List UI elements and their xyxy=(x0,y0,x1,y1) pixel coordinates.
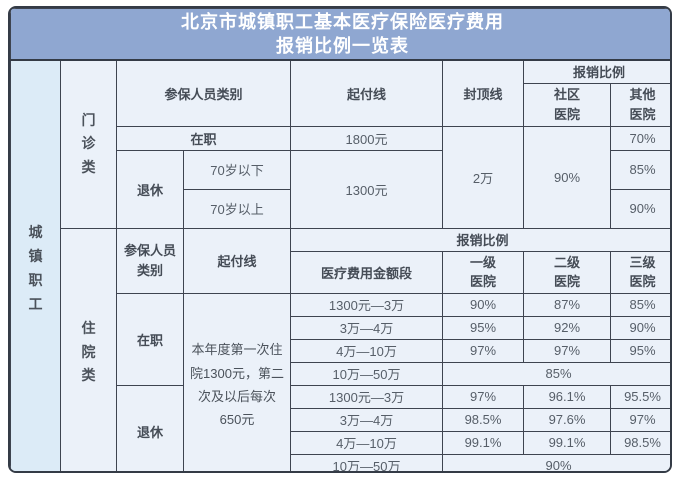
inpatient-active-band-1-tier1-pct: 90% xyxy=(442,292,524,317)
inpatient-active-band-3-tier2-pct: 97% xyxy=(523,338,611,363)
inpatient-active-band-2-tier2-pct: 92% xyxy=(523,315,611,340)
title-line-1: 北京市城镇职工基本医疗保险医疗费用 xyxy=(181,12,504,32)
outpatient-retired-deductible: 1300元 xyxy=(290,149,443,229)
group-label-urban-employees: 城 镇 职 工 xyxy=(10,59,61,471)
inpatient-active-label: 在职 xyxy=(116,292,184,386)
inpatient-section-label: 住 院 类 xyxy=(60,227,117,471)
inpatient-header-ratio-group: 报销比例 xyxy=(290,227,670,252)
inpatient-retired-band-2: 3万—4万 xyxy=(290,407,443,432)
inpatient-retired-band-3-tier2-pct: 99.1% xyxy=(523,430,611,455)
inpatient-header-expense-band: 医疗费用金额段 xyxy=(290,250,443,294)
inpatient-header-insured-type: 参保人员 类别 xyxy=(116,227,184,294)
inpatient-header-tier2-hospital: 二级 医院 xyxy=(523,250,611,294)
inpatient-active-band-3-tier1-pct: 97% xyxy=(442,338,524,363)
inpatient-deductible-note: 本年度第一次住院1300元，第二次及以后每次650元 xyxy=(183,292,291,471)
reimbursement-table: 北京市城镇职工基本医疗保险医疗费用 报销比例一览表 城 镇 职 工 门 诊 类 … xyxy=(10,8,670,471)
inpatient-active-band-2: 3万—4万 xyxy=(290,315,443,340)
outpatient-header-community-hospital: 社区 医院 xyxy=(523,82,611,127)
inpatient-retired-band-2-tier2-pct: 97.6% xyxy=(523,407,611,432)
inpatient-retired-band-2-tier3-pct: 97% xyxy=(610,407,670,432)
inpatient-retired-label: 退休 xyxy=(116,384,184,471)
title-line-2: 报销比例一览表 xyxy=(276,36,409,56)
outpatient-header-ratio-group: 报销比例 xyxy=(523,59,670,84)
inpatient-retired-band-1-tier1-pct: 97% xyxy=(442,384,524,409)
outpatient-cap-value: 2万 xyxy=(442,125,524,229)
inpatient-active-band-2-tier1-pct: 95% xyxy=(442,315,524,340)
inpatient-active-band-1-tier3-pct: 85% xyxy=(610,292,670,317)
outpatient-retired-under70-other-pct: 85% xyxy=(610,149,670,190)
inpatient-header-deductible: 起付线 xyxy=(183,227,291,294)
outpatient-retired-under70-label: 70岁以下 xyxy=(183,149,291,190)
outpatient-active-other-pct: 70% xyxy=(610,125,670,151)
outpatient-retired-label: 退休 xyxy=(116,149,184,229)
inpatient-retired-band-1-tier2-pct: 96.1% xyxy=(523,384,611,409)
inpatient-retired-band-4-all-tiers-pct: 90% xyxy=(442,453,670,471)
outpatient-header-cap: 封顶线 xyxy=(442,59,524,127)
inpatient-retired-band-3: 4万—10万 xyxy=(290,430,443,455)
outpatient-retired-over70-other-pct: 90% xyxy=(610,188,670,229)
inpatient-header-tier3-hospital: 三级 医院 xyxy=(610,250,670,294)
page-title: 北京市城镇职工基本医疗保险医疗费用 报销比例一览表 xyxy=(10,8,670,61)
outpatient-community-pct: 90% xyxy=(523,125,611,229)
inpatient-active-band-1: 1300元—3万 xyxy=(290,292,443,317)
outpatient-active-label: 在职 xyxy=(116,125,291,151)
outpatient-section-label: 门 诊 类 xyxy=(60,59,117,229)
inpatient-active-band-4: 10万—50万 xyxy=(290,361,443,386)
inpatient-retired-band-3-tier3-pct: 98.5% xyxy=(610,430,670,455)
inpatient-retired-band-1: 1300元—3万 xyxy=(290,384,443,409)
inpatient-retired-band-4: 10万—50万 xyxy=(290,453,443,471)
inpatient-header-tier1-hospital: 一级 医院 xyxy=(442,250,524,294)
inpatient-retired-band-1-tier3-pct: 95.5% xyxy=(610,384,670,409)
inpatient-retired-band-3-tier1-pct: 99.1% xyxy=(442,430,524,455)
inpatient-active-band-2-tier3-pct: 90% xyxy=(610,315,670,340)
inpatient-retired-band-2-tier1-pct: 98.5% xyxy=(442,407,524,432)
outpatient-retired-over70-label: 70岁以上 xyxy=(183,188,291,229)
outpatient-header-insured-type: 参保人员类别 xyxy=(116,59,291,127)
inpatient-active-band-3: 4万—10万 xyxy=(290,338,443,363)
inpatient-active-band-1-tier2-pct: 87% xyxy=(523,292,611,317)
outpatient-header-deductible: 起付线 xyxy=(290,59,443,127)
inpatient-active-band-3-tier3-pct: 95% xyxy=(610,338,670,363)
table-outer-border: 北京市城镇职工基本医疗保险医疗费用 报销比例一览表 城 镇 职 工 门 诊 类 … xyxy=(8,6,672,473)
outpatient-header-other-hospital: 其他 医院 xyxy=(610,82,670,127)
outpatient-active-deductible: 1800元 xyxy=(290,125,443,151)
inpatient-active-band-4-all-tiers-pct: 85% xyxy=(442,361,670,386)
